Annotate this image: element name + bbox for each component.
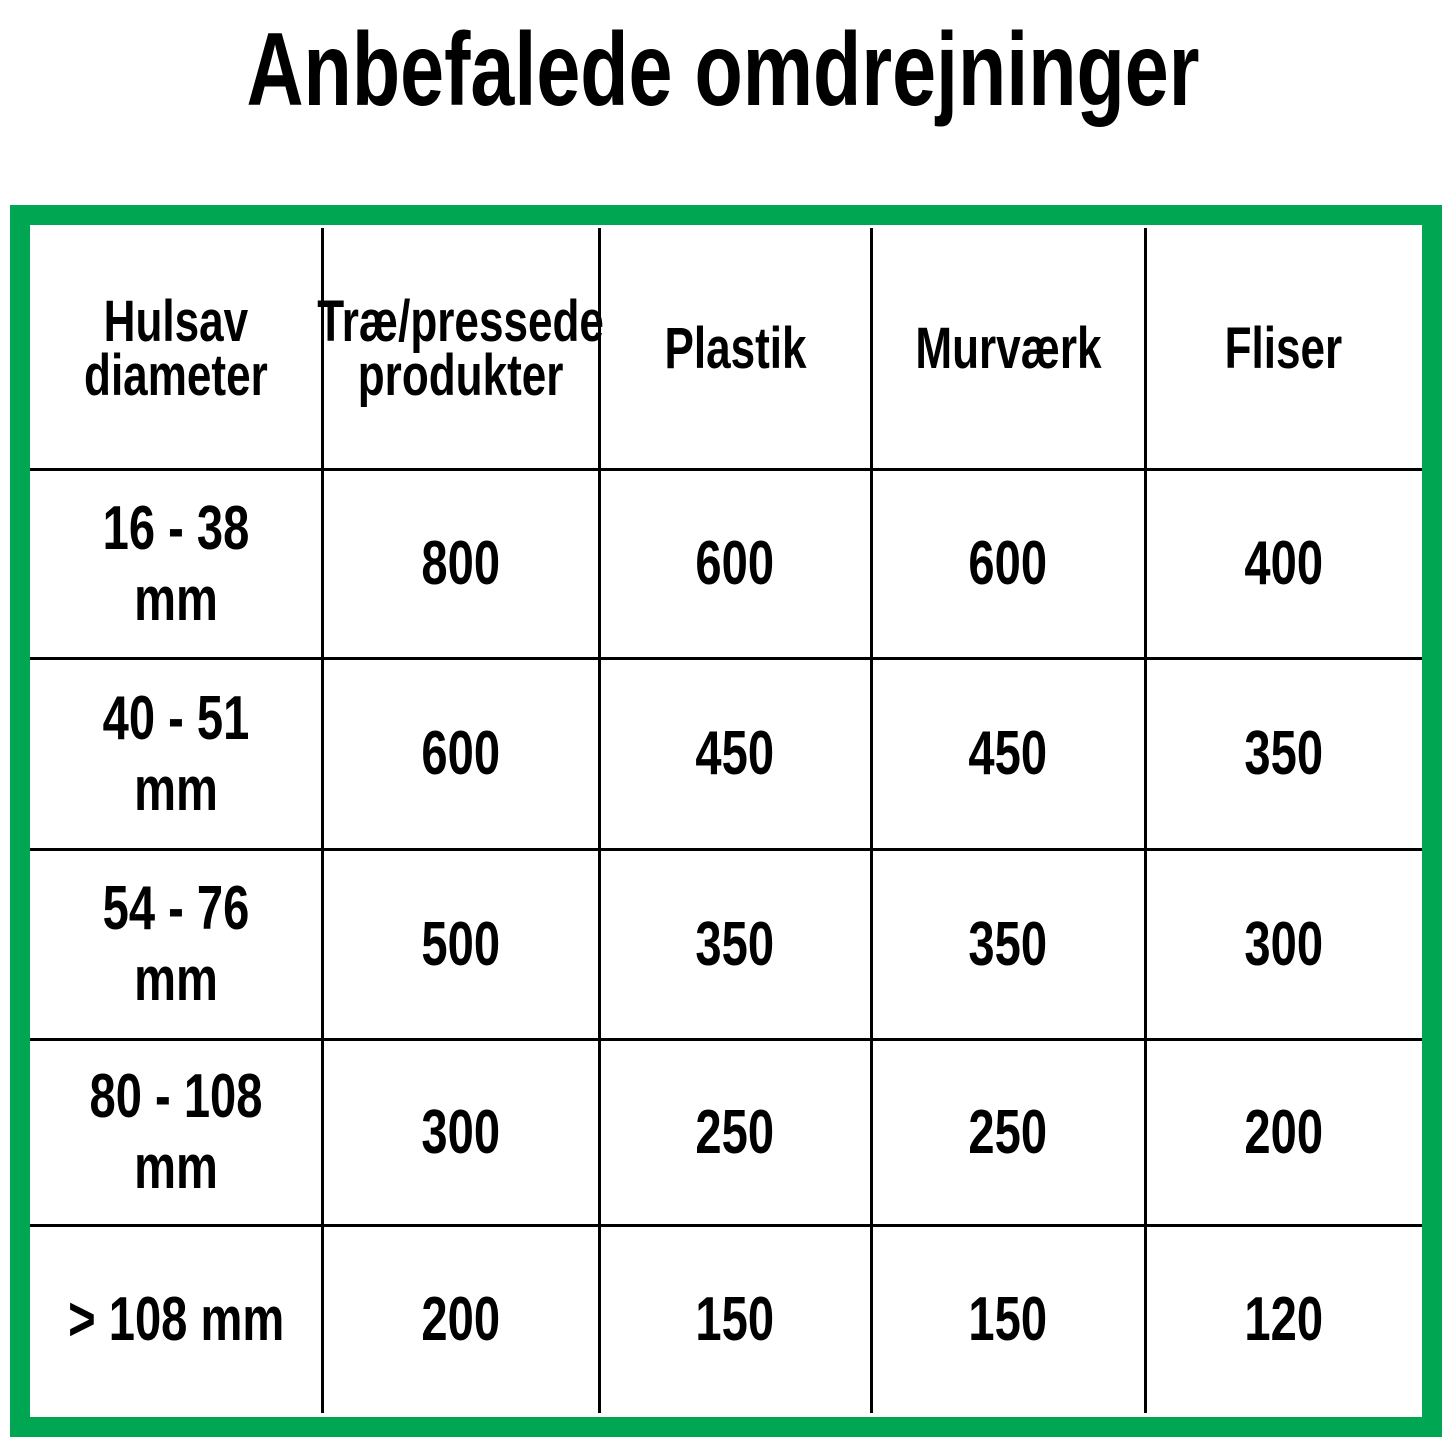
row-line [30, 1224, 1422, 1227]
table-cell: 300 [1145, 849, 1422, 1039]
table-cell-text: 450 [695, 719, 775, 788]
row-line [30, 657, 1422, 660]
row-label: 54 - 76 mm [30, 849, 322, 1039]
header-cell: Træ/pressede produkter [317, 228, 604, 469]
table-cell: 120 [1145, 1225, 1422, 1413]
table-cell-text: 350 [1244, 719, 1323, 788]
header-cell-text: Fliser [1224, 315, 1343, 381]
table-cell-text: 150 [968, 1284, 1048, 1354]
table-cell-text: 350 [968, 909, 1048, 979]
row-line [30, 468, 1422, 471]
column-line [870, 228, 873, 1413]
table-cell: 350 [1145, 658, 1422, 849]
row-label-text: 40 - 51 mm [102, 683, 250, 824]
header-cell: Hulsav diameter [30, 228, 322, 469]
column-line [1144, 228, 1147, 1413]
table-cell: 350 [871, 849, 1145, 1039]
title: Anbefalede omdrejninger [0, 0, 1445, 140]
title-text: Anbefalede omdrejninger [245, 11, 1200, 128]
row-label: 80 - 108 mm [30, 1039, 322, 1225]
table-cell: 200 [1145, 1039, 1422, 1225]
row-label-text: 80 - 108 mm [89, 1062, 263, 1202]
header-cell: Fliser [1145, 228, 1422, 469]
table-cell: 600 [322, 658, 599, 849]
row-line [30, 848, 1422, 851]
table-cell-text: 120 [1244, 1284, 1323, 1354]
table-cell-text: 250 [695, 1097, 775, 1167]
table-cell-text: 600 [695, 529, 775, 598]
column-line [598, 228, 601, 1413]
row-label: 16 - 38 mm [30, 469, 322, 658]
table-cell: 200 [322, 1225, 599, 1413]
table-cell-text: 450 [968, 719, 1048, 788]
table-cell-text: 250 [968, 1097, 1048, 1167]
table-cell: 400 [1145, 469, 1422, 658]
table-cell-text: 300 [1244, 909, 1323, 979]
table-cell: 250 [599, 1039, 871, 1225]
table-cell-text: 600 [421, 719, 500, 788]
table-cell: 150 [871, 1225, 1145, 1413]
header-cell-text: Hulsav diameter [84, 288, 268, 408]
table-cell: 800 [322, 469, 599, 658]
table-cell-text: 150 [695, 1284, 775, 1354]
table-cell-text: 500 [421, 909, 500, 979]
table-cell-text: 600 [968, 529, 1048, 598]
row-label-text: 54 - 76 mm [102, 874, 250, 1014]
row-line [30, 1038, 1422, 1041]
row-label: > 108 mm [30, 1225, 322, 1413]
header-cell: Murværk [871, 228, 1145, 469]
green-frame [10, 205, 1442, 1437]
header-cell: Plastik [599, 228, 871, 469]
table-cell-text: 350 [695, 909, 775, 979]
header-cell-text: Murværk [914, 315, 1102, 381]
table-cell: 450 [599, 658, 871, 849]
row-label-text: > 108 mm [67, 1284, 285, 1354]
row-label-text: 16 - 38 mm [102, 493, 250, 634]
table-cell-text: 200 [1244, 1097, 1323, 1167]
table-cell: 500 [322, 849, 599, 1039]
table-cell: 600 [599, 469, 871, 658]
header-cell-text: Træ/pressede produkter [317, 288, 604, 408]
table-cell-text: 300 [421, 1097, 500, 1167]
table-cell-text: 200 [421, 1284, 500, 1354]
table-cell: 300 [322, 1039, 599, 1225]
table-cell: 450 [871, 658, 1145, 849]
table-cell: 600 [871, 469, 1145, 658]
table-cell: 250 [871, 1039, 1145, 1225]
table-cell-text: 800 [421, 529, 500, 598]
row-label: 40 - 51 mm [30, 658, 322, 849]
header-cell-text: Plastik [663, 315, 807, 381]
column-line [321, 228, 324, 1413]
table-cell-text: 400 [1244, 529, 1323, 598]
table-cell: 350 [599, 849, 871, 1039]
table-cell: 150 [599, 1225, 871, 1413]
